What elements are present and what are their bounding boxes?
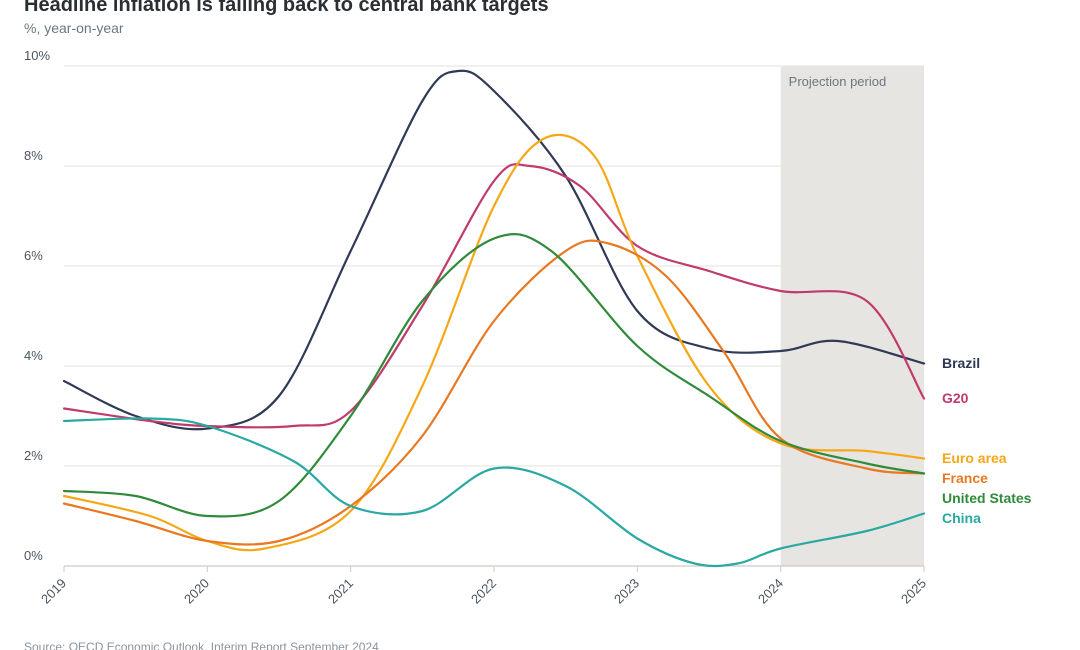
series-label-france: France — [942, 470, 988, 486]
y-tick-label: 6% — [24, 248, 43, 263]
projection-label: Projection period — [789, 74, 887, 89]
y-tick-label: 0% — [24, 548, 43, 563]
y-tick-label: 8% — [24, 148, 43, 163]
chart-subtitle: %, year-on-year — [24, 20, 124, 36]
plot-area: 0%2%4%6%8%10%201920202021202220232024202… — [24, 56, 1056, 616]
projection-band — [781, 66, 924, 566]
series-label-united-states: United States — [942, 490, 1031, 506]
source-note: Source: OECD Economic Outlook, Interim R… — [24, 640, 379, 650]
y-tick-label: 10% — [24, 48, 50, 63]
y-tick-label: 2% — [24, 448, 43, 463]
series-label-brazil: Brazil — [942, 355, 980, 371]
y-tick-label: 4% — [24, 348, 43, 363]
series-label-china: China — [942, 510, 981, 526]
series-label-g20: G20 — [942, 390, 968, 406]
series-label-euro-area: Euro area — [942, 450, 1007, 466]
chart-title: Headline inflation is falling back to ce… — [24, 0, 549, 17]
chart-root: { "title": "Headline inflation is fallin… — [0, 0, 1080, 650]
plot-svg — [24, 56, 1056, 616]
